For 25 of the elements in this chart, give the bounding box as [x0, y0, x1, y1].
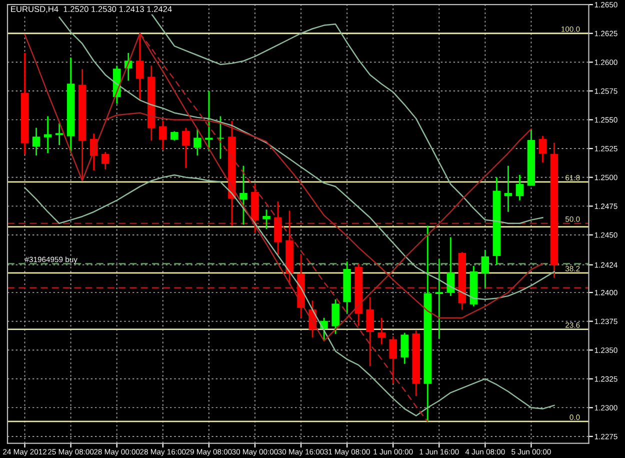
candlestick	[481, 249, 490, 289]
line-series	[24, 174, 555, 416]
line-series	[150, 13, 544, 224]
candlestick	[389, 336, 397, 384]
candlestick	[182, 127, 190, 169]
candlestick	[32, 127, 40, 156]
candlestick	[194, 128, 202, 156]
candlestick	[159, 120, 167, 150]
candlestick	[332, 298, 340, 335]
candlestick	[504, 165, 512, 213]
chart-title: EURUSD,H4 1.2520 1.2530 1.2413 1.2424	[11, 6, 172, 13]
candlestick	[262, 208, 270, 230]
candlestick	[366, 296, 374, 367]
candlestick	[538, 135, 547, 164]
candlestick	[378, 317, 386, 345]
candlestick	[435, 258, 443, 340]
candlestick	[44, 116, 52, 154]
candlestick	[136, 32, 144, 101]
candlestick	[170, 130, 178, 142]
candlestick	[101, 151, 110, 170]
candlestick	[516, 174, 524, 202]
candlestick	[55, 122, 64, 146]
candlestick	[400, 332, 408, 365]
candlestick	[446, 236, 455, 297]
candlestick	[240, 165, 248, 226]
